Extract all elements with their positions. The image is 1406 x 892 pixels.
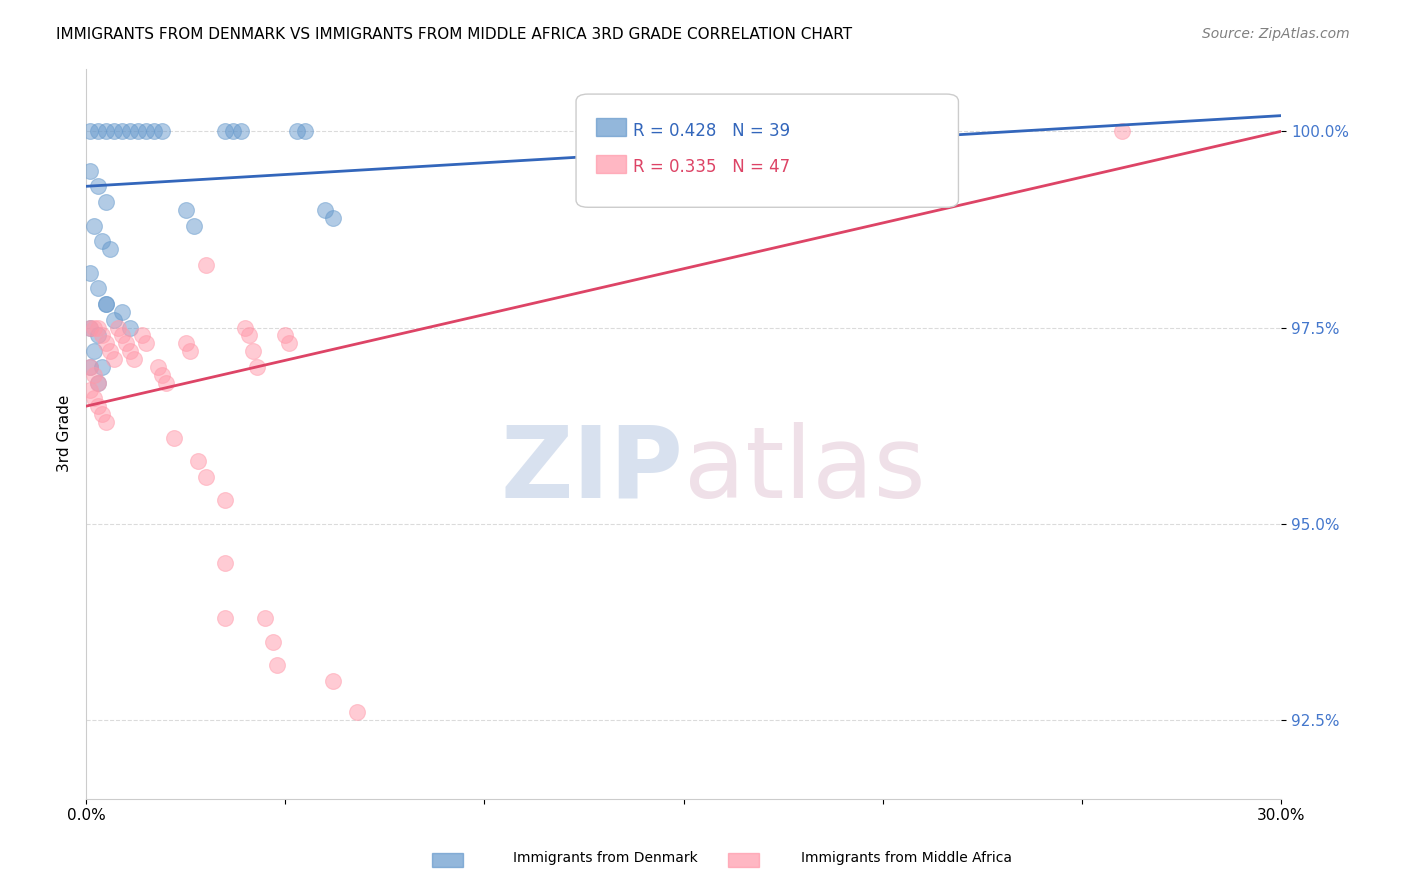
Text: atlas: atlas	[683, 422, 925, 518]
Point	[107, 320, 129, 334]
Point	[155, 376, 177, 390]
Point	[242, 344, 264, 359]
Point	[87, 376, 110, 390]
Point	[94, 415, 117, 429]
Point	[79, 163, 101, 178]
Point	[285, 124, 308, 138]
Bar	[432, 853, 463, 867]
Point	[79, 320, 101, 334]
Point	[127, 124, 149, 138]
Bar	[728, 853, 759, 867]
Point	[150, 124, 173, 138]
Point	[83, 344, 105, 359]
Point	[91, 234, 114, 248]
Point	[274, 328, 297, 343]
Point	[294, 124, 316, 138]
Point	[79, 359, 101, 374]
Y-axis label: 3rd Grade: 3rd Grade	[58, 395, 72, 473]
Point	[87, 179, 110, 194]
Point	[94, 124, 117, 138]
Point	[111, 328, 134, 343]
Point	[87, 124, 110, 138]
Point	[87, 281, 110, 295]
Text: Immigrants from Denmark: Immigrants from Denmark	[513, 851, 697, 865]
Point	[83, 219, 105, 233]
Text: R = 0.335   N = 47: R = 0.335 N = 47	[633, 159, 790, 177]
Point	[103, 313, 125, 327]
Point	[83, 368, 105, 382]
Point	[79, 124, 101, 138]
Point	[79, 320, 101, 334]
Point	[194, 258, 217, 272]
Point	[163, 431, 186, 445]
Point	[266, 658, 288, 673]
Point	[131, 328, 153, 343]
Point	[79, 384, 101, 398]
Point	[118, 124, 141, 138]
FancyBboxPatch shape	[576, 94, 959, 207]
Bar	[596, 118, 626, 136]
Point	[752, 124, 775, 138]
Point	[214, 124, 236, 138]
Point	[98, 344, 121, 359]
Point	[135, 336, 157, 351]
Point	[238, 328, 260, 343]
Point	[222, 124, 245, 138]
Point	[91, 407, 114, 421]
Point	[87, 328, 110, 343]
Point	[111, 305, 134, 319]
Point	[314, 202, 336, 217]
Point	[174, 202, 197, 217]
Point	[231, 124, 253, 138]
Point	[235, 320, 257, 334]
Point	[79, 359, 101, 374]
Text: IMMIGRANTS FROM DENMARK VS IMMIGRANTS FROM MIDDLE AFRICA 3RD GRADE CORRELATION C: IMMIGRANTS FROM DENMARK VS IMMIGRANTS FR…	[56, 27, 852, 42]
Point	[79, 266, 101, 280]
Point	[98, 242, 121, 256]
Point	[183, 219, 205, 233]
Point	[214, 611, 236, 625]
Point	[262, 634, 284, 648]
Point	[83, 320, 105, 334]
Point	[94, 194, 117, 209]
Point	[194, 470, 217, 484]
Text: Immigrants from Middle Africa: Immigrants from Middle Africa	[801, 851, 1012, 865]
Point	[94, 336, 117, 351]
Point	[94, 297, 117, 311]
Point	[83, 392, 105, 406]
Point	[187, 454, 209, 468]
Point	[278, 336, 301, 351]
Point	[1111, 124, 1133, 138]
Point	[87, 376, 110, 390]
Point	[142, 124, 165, 138]
Point	[91, 328, 114, 343]
Point	[94, 297, 117, 311]
Point	[322, 673, 344, 688]
Point	[322, 211, 344, 225]
Point	[87, 399, 110, 413]
Point	[111, 124, 134, 138]
Text: ZIP: ZIP	[501, 422, 683, 518]
Point	[346, 706, 368, 720]
Point	[179, 344, 201, 359]
Point	[118, 344, 141, 359]
Point	[118, 320, 141, 334]
Text: R = 0.428   N = 39: R = 0.428 N = 39	[633, 122, 790, 140]
Point	[103, 124, 125, 138]
Point	[146, 359, 169, 374]
Point	[91, 359, 114, 374]
Point	[246, 359, 269, 374]
Text: Source: ZipAtlas.com: Source: ZipAtlas.com	[1202, 27, 1350, 41]
Point	[174, 336, 197, 351]
Point	[254, 611, 277, 625]
Point	[214, 556, 236, 570]
Point	[87, 320, 110, 334]
Point	[150, 368, 173, 382]
Bar	[596, 154, 626, 173]
Point	[122, 352, 145, 367]
Point	[103, 352, 125, 367]
Point	[214, 493, 236, 508]
Point	[115, 336, 138, 351]
Point	[135, 124, 157, 138]
